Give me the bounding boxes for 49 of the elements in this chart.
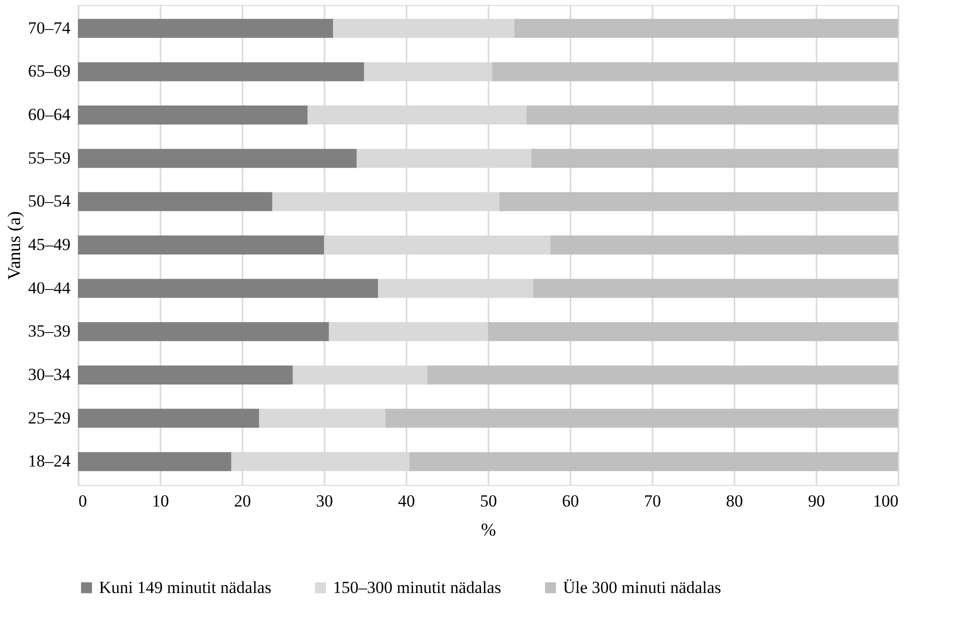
x-tick-label: 80	[726, 492, 743, 510]
bar	[78, 192, 272, 212]
y-tick-label: 40–44	[28, 278, 71, 298]
x-tick-label: 10	[152, 492, 169, 510]
legend-label: Kuni 149 minutit nädalas	[99, 578, 272, 597]
bar	[531, 148, 898, 168]
bar	[78, 408, 260, 428]
y-tick-label: 55–59	[28, 148, 70, 168]
bar	[78, 322, 329, 342]
y-tick-label: 50–54	[28, 192, 71, 211]
bar	[78, 18, 334, 38]
y-tick-label: 45–49	[28, 235, 70, 254]
y-tick-label: 30–34	[28, 364, 71, 384]
x-axis-title: %	[481, 520, 496, 540]
y-axis-title: Vanus (a)	[4, 211, 24, 280]
y-tick-label: 60–64	[28, 105, 71, 124]
bar	[409, 452, 898, 472]
bar	[526, 106, 898, 125]
bar	[78, 365, 293, 384]
y-tick-label: 65–69	[28, 62, 70, 81]
bar	[488, 322, 898, 342]
y-tick-label: 18–24	[28, 452, 71, 471]
x-tick-label: 100	[873, 492, 898, 510]
bar	[492, 62, 898, 82]
x-tick-label: 40	[398, 492, 415, 510]
legend-label: Üle 300 minuti nädalas	[563, 578, 722, 597]
bar	[78, 278, 378, 298]
x-tick-label: 90	[808, 492, 825, 510]
bar	[386, 408, 898, 428]
bar	[78, 148, 357, 168]
bar	[78, 236, 324, 254]
y-tick-label: 70–74	[28, 18, 71, 38]
bar	[78, 106, 308, 125]
bar	[78, 452, 232, 472]
y-tick-label: 25–29	[28, 408, 70, 428]
bar	[550, 236, 898, 254]
bar	[514, 18, 898, 38]
x-tick-label: 20	[234, 492, 251, 510]
x-tick-label: 70	[644, 492, 661, 510]
x-tick-label: 30	[316, 492, 333, 510]
x-tick-label: 60	[562, 492, 579, 510]
bar	[427, 365, 898, 384]
x-tick-label: 0	[78, 492, 87, 510]
bar	[499, 192, 898, 212]
x-tick-label: 50	[480, 492, 497, 510]
bar	[78, 62, 364, 82]
y-tick-label: 35–39	[28, 322, 70, 341]
bar	[533, 278, 898, 298]
legend-label: 150–300 minutit nädalas	[333, 578, 502, 597]
